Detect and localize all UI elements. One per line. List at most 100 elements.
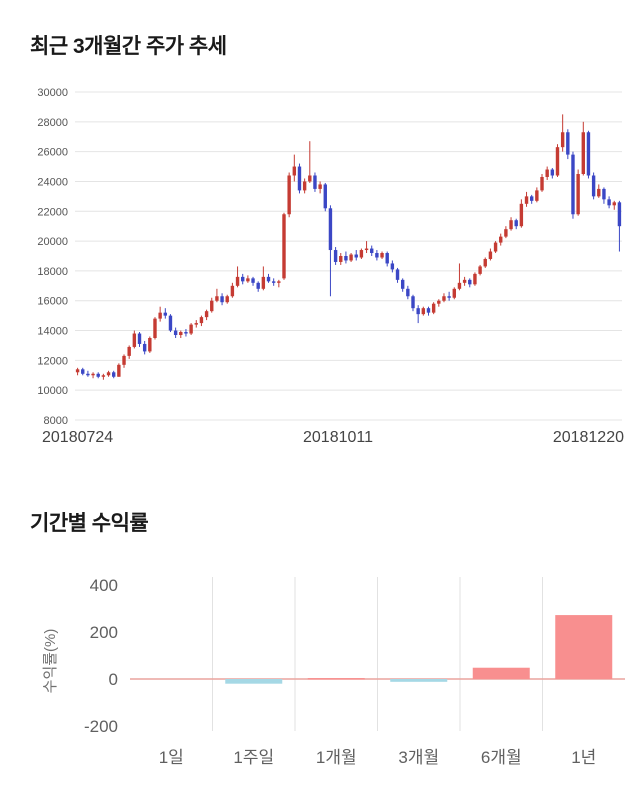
candle-body xyxy=(287,175,291,215)
candle-body xyxy=(400,279,405,289)
candle-body xyxy=(323,184,327,209)
candle-body xyxy=(302,181,307,191)
candle-body xyxy=(220,296,224,303)
candle-body xyxy=(529,196,534,201)
candle-body xyxy=(478,266,482,274)
candle-body xyxy=(426,308,431,313)
candle-body xyxy=(308,175,312,182)
candle-body xyxy=(230,285,235,297)
y-tick-label: 20000 xyxy=(37,236,68,248)
candle-body xyxy=(277,281,281,283)
bar-1년 xyxy=(555,615,613,679)
candle-body xyxy=(117,364,121,377)
bars-group xyxy=(225,615,613,684)
candle-body xyxy=(509,220,513,230)
candle-body xyxy=(421,308,426,315)
candle-body xyxy=(75,369,80,373)
y-tick-label: 18000 xyxy=(37,266,68,278)
candle-body xyxy=(194,323,198,325)
candle-body xyxy=(504,229,508,237)
candle-body xyxy=(447,296,451,298)
y-tick-label: 22000 xyxy=(37,206,68,218)
candle-body xyxy=(452,288,456,298)
price-chart-x-axis: 20180724 20181011 20181220 xyxy=(0,429,640,453)
candle-body xyxy=(586,132,591,176)
candle-body xyxy=(555,147,560,176)
price-chart-title: 최근 3개월간 주가 추세 xyxy=(30,35,227,58)
candle-body xyxy=(442,296,446,301)
candle-body xyxy=(127,346,131,356)
y-tick-label: 26000 xyxy=(37,147,68,159)
candle-body xyxy=(204,311,209,318)
candle-body xyxy=(540,176,544,191)
candle-body xyxy=(179,332,183,336)
candle-body xyxy=(550,169,555,176)
candle-body xyxy=(215,296,219,301)
candle-body xyxy=(519,203,524,227)
returns-bar-chart: 400 200 0 -200 1일 1주일 1개월 3개월 6개월 1년 수익률(%) xyxy=(42,576,625,767)
x-category-labels: 1일 1주일 1개월 3개월 6개월 1년 xyxy=(159,748,597,767)
candle-body xyxy=(364,248,369,251)
candle-body xyxy=(591,175,596,197)
candle-body xyxy=(566,132,570,155)
candle-body xyxy=(333,250,338,262)
candle-body xyxy=(488,251,493,259)
candle-body xyxy=(173,330,178,336)
y-tick-label: 30000 xyxy=(37,87,68,99)
y-tick-label: 12000 xyxy=(37,355,68,367)
candle-body xyxy=(437,300,441,304)
x-category-label: 3개월 xyxy=(398,748,439,767)
y-axis-title: 수익률(%) xyxy=(42,629,59,694)
candle-body xyxy=(380,253,384,258)
candle-body xyxy=(235,276,240,286)
candle-body xyxy=(261,276,266,289)
candle-body xyxy=(457,282,462,289)
x-category-label: 1년 xyxy=(571,748,596,767)
candle-body xyxy=(344,256,348,261)
candlestick-chart: 30000 28000 26000 24000 22000 20000 18000 16000… xyxy=(37,87,622,425)
candle-body xyxy=(199,317,204,324)
y-tick-label: 10000 xyxy=(37,385,68,397)
x-category-label: 1개월 xyxy=(316,748,357,767)
candle-body xyxy=(101,375,106,377)
candle-body xyxy=(271,281,276,283)
candle-body xyxy=(602,188,606,200)
candle-body xyxy=(241,276,245,282)
y-tick-label: 400 xyxy=(90,576,118,595)
candle-body xyxy=(184,332,188,334)
x-category-label: 1일 xyxy=(159,748,184,767)
candle-body xyxy=(339,256,343,262)
bar-1개월 xyxy=(307,678,365,680)
candle-body xyxy=(514,220,518,227)
candle-body xyxy=(354,254,358,258)
candle-body xyxy=(560,132,565,148)
candle-body xyxy=(328,208,333,251)
candle-body xyxy=(416,308,420,315)
candle-body xyxy=(318,184,322,189)
candle-body xyxy=(81,369,85,374)
candle-body xyxy=(168,315,173,331)
price-chart-section: 30000 28000 26000 24000 22000 20000 18000 16000… xyxy=(0,80,640,453)
candle-body xyxy=(111,372,116,377)
candles-group xyxy=(75,114,622,380)
candle-body xyxy=(370,248,374,254)
candle-body xyxy=(493,242,498,252)
y-tick-label: 16000 xyxy=(37,296,68,308)
y-tick-label: 0 xyxy=(109,670,118,689)
candle-body xyxy=(411,296,415,309)
candle-body xyxy=(390,263,395,270)
candle-body xyxy=(153,318,157,338)
candle-body xyxy=(406,288,410,297)
candle-body xyxy=(313,175,317,189)
candle-body xyxy=(106,372,111,376)
candle-body xyxy=(535,190,539,201)
y-tick-label: 200 xyxy=(90,623,118,642)
candle-body xyxy=(462,279,467,283)
candle-body xyxy=(137,333,142,344)
candle-body xyxy=(96,373,100,377)
y-gridlines xyxy=(75,91,622,421)
x-label-end: 20181220 xyxy=(552,429,624,446)
y-tick-label: 24000 xyxy=(37,176,68,188)
candle-body xyxy=(612,202,616,206)
candle-body xyxy=(499,236,503,243)
